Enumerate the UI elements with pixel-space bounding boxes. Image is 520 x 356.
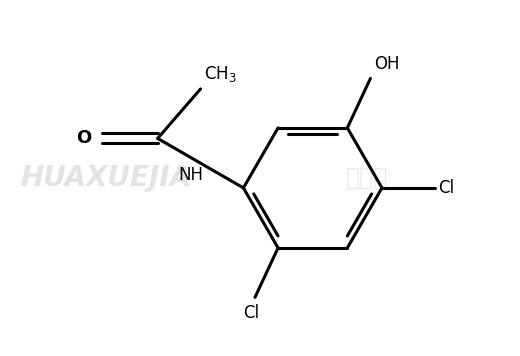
Text: CH$_3$: CH$_3$ [204, 64, 237, 84]
Text: HUAXUEJIA: HUAXUEJIA [20, 164, 191, 192]
Text: O: O [76, 130, 92, 147]
Text: OH: OH [374, 55, 399, 73]
Text: NH: NH [178, 166, 203, 184]
Text: 化学加: 化学加 [346, 166, 388, 190]
Text: Cl: Cl [243, 304, 259, 322]
Text: Cl: Cl [438, 179, 454, 197]
